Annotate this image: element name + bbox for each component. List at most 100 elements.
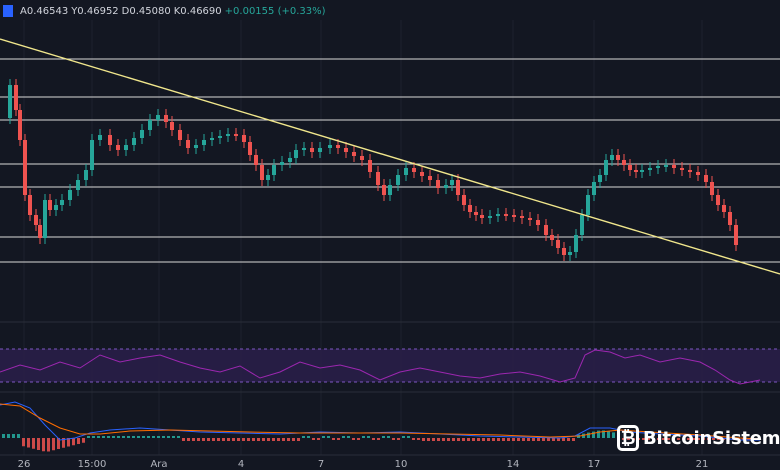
macd-bar xyxy=(97,436,100,438)
macd-bar xyxy=(642,438,645,440)
candle-body xyxy=(266,175,270,180)
macd-bar xyxy=(677,438,680,440)
candle-body xyxy=(8,85,12,118)
macd-bar xyxy=(202,438,205,441)
candle-body xyxy=(310,148,314,152)
candle-body xyxy=(76,180,80,190)
candle-body xyxy=(592,182,596,195)
macd-bar xyxy=(562,438,565,441)
macd-bar xyxy=(607,431,610,438)
macd-bar xyxy=(232,438,235,441)
candle-body xyxy=(496,214,500,216)
candle-body xyxy=(696,172,700,175)
macd-bar xyxy=(652,438,655,440)
macd-bar xyxy=(407,436,410,438)
candle-body xyxy=(474,212,478,215)
macd-bar xyxy=(117,436,120,438)
macd-bar xyxy=(472,438,475,441)
macd-bar xyxy=(572,438,575,441)
signal-line xyxy=(0,403,761,440)
macd-bar xyxy=(452,438,455,441)
macd-bar xyxy=(647,438,650,440)
candle-body xyxy=(108,135,112,145)
candle-body xyxy=(610,155,614,160)
macd-bar xyxy=(112,436,115,438)
candle-body xyxy=(544,225,548,235)
candle-body xyxy=(248,142,252,155)
macd-bar xyxy=(687,438,690,440)
horizontal-levels xyxy=(0,58,780,263)
candle-body xyxy=(18,110,22,140)
macd-bar xyxy=(587,432,590,438)
candle-body xyxy=(156,115,160,120)
x-axis-label: 4 xyxy=(237,459,245,470)
macd-bar xyxy=(552,438,555,441)
macd-bar xyxy=(77,438,80,444)
macd-bar xyxy=(672,438,675,440)
macd-bar xyxy=(382,436,385,438)
bitcoin-icon: ₿ xyxy=(617,425,639,451)
macd-bar xyxy=(702,438,705,440)
candle-body xyxy=(302,148,306,150)
macd-bar xyxy=(317,438,320,440)
macd-bar xyxy=(62,438,65,448)
candle-body xyxy=(716,195,720,205)
macd-bar xyxy=(717,438,720,440)
low-value: D0.45080 xyxy=(121,5,171,17)
candle-body xyxy=(722,205,726,212)
macd-bar xyxy=(267,438,270,441)
macd-bar xyxy=(502,438,505,441)
x-axis-label: 21 xyxy=(695,459,709,470)
candle-body xyxy=(640,170,644,172)
candle-body xyxy=(60,200,64,205)
macd-bar xyxy=(622,438,625,440)
macd-bar xyxy=(602,430,605,438)
macd-bar xyxy=(632,438,635,440)
candle-body xyxy=(598,175,602,182)
macd-bar xyxy=(597,430,600,438)
candle-body xyxy=(38,225,42,238)
macd-bar xyxy=(427,438,430,441)
macd-bar xyxy=(82,438,85,443)
macd-bar xyxy=(712,438,715,440)
candle-body xyxy=(604,160,608,175)
candle-body xyxy=(420,172,424,176)
macd-bar xyxy=(352,438,355,440)
macd-bar xyxy=(412,438,415,440)
candle-body xyxy=(520,216,524,218)
candle-body xyxy=(294,150,298,158)
macd-bar xyxy=(127,436,130,438)
macd-bar xyxy=(27,438,30,448)
macd-bar xyxy=(277,438,280,441)
symbol-icon[interactable] xyxy=(3,5,13,17)
macd-bar xyxy=(187,438,190,441)
candle-body xyxy=(656,166,660,168)
macd-bar xyxy=(312,438,315,440)
macd-bar xyxy=(292,438,295,441)
candle-body xyxy=(450,180,454,185)
macd-bar xyxy=(527,438,530,441)
macd-bar xyxy=(397,438,400,440)
macd-bar xyxy=(532,438,535,441)
macd-bar xyxy=(42,438,45,452)
macd-bar xyxy=(557,438,560,441)
candle-body xyxy=(164,115,168,122)
macd-bar xyxy=(442,438,445,441)
macd-bar xyxy=(262,438,265,441)
macd-bar xyxy=(707,438,710,440)
candle-body xyxy=(710,182,714,195)
candlestick-series xyxy=(8,79,738,261)
high-value: Y0.46952 xyxy=(71,5,119,17)
candle-body xyxy=(218,136,222,138)
macd-bar xyxy=(137,436,140,438)
candle-body xyxy=(568,252,572,255)
macd-bar xyxy=(52,438,55,451)
candle-body xyxy=(488,216,492,218)
macd-bar xyxy=(592,431,595,438)
macd-bar xyxy=(172,436,175,438)
macd-bar xyxy=(737,438,740,440)
candle-body xyxy=(242,135,246,142)
macd-bar xyxy=(132,436,135,438)
macd-bar xyxy=(342,436,345,438)
